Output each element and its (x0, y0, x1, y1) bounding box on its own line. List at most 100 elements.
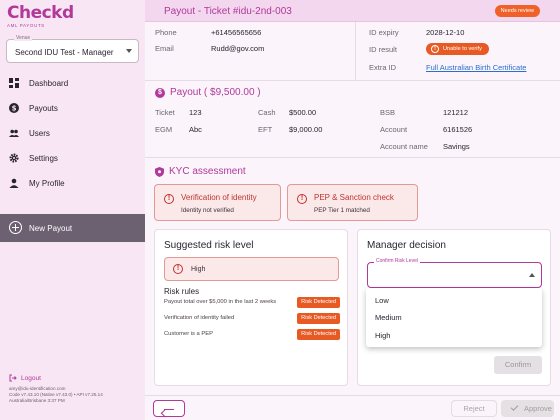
approve-button[interactable]: Approve (501, 400, 554, 417)
account-name-value: Savings (443, 142, 470, 151)
reject-button[interactable]: Reject (451, 400, 497, 417)
risk-rule-row: Customer is a PEP Risk Detected (164, 329, 340, 340)
id-expiry-label: ID expiry (369, 28, 399, 37)
logout-link[interactable]: Logout (9, 374, 41, 382)
users-icon (9, 129, 19, 137)
kyc-card-title: PEP & Sanction check (314, 193, 394, 202)
risk-detected-badge: Risk Detected (297, 313, 340, 324)
ticket-value: 123 (189, 108, 202, 117)
egm-value: Abc (189, 125, 202, 134)
phone-label: Phone (155, 28, 177, 37)
dashboard-icon (9, 78, 19, 88)
risk-detected-badge: Risk Detected (297, 329, 340, 340)
logout-label: Logout (21, 374, 41, 382)
account-label: Account (380, 125, 408, 134)
sidebar-item-payouts[interactable]: $ Payouts (0, 98, 145, 118)
gear-icon (9, 153, 19, 163)
dollar-icon: $ (155, 87, 165, 98)
option-medium[interactable]: Medium (375, 313, 402, 322)
alert-icon: ! (431, 45, 439, 53)
dollar-icon: $ (9, 103, 19, 113)
confirm-risk-level-select[interactable]: Confirm Risk Level (367, 258, 542, 288)
confirm-button[interactable]: Confirm (494, 356, 542, 374)
kyc-card-title: Verification of identity (181, 193, 257, 202)
sidebar-item-users[interactable]: Users (0, 123, 145, 143)
venue-select[interactable]: Venue Second IDU Test - Manager (6, 35, 139, 63)
risk-level-menu: Low Medium High (366, 288, 542, 347)
id-expiry-value: 2028-12-10 (426, 28, 465, 37)
risk-rule-row: Payout total over $5,000 in the last 2 w… (164, 297, 340, 308)
email-label: Email (155, 44, 174, 53)
new-payout-label: New Payout (29, 224, 73, 233)
person-icon (9, 178, 19, 188)
logo-subtitle: AML PAYOUTS (7, 23, 45, 28)
risk-rule-text: Customer is a PEP (164, 331, 213, 337)
alert-icon: ! (297, 194, 307, 204)
caret-down-icon (126, 49, 132, 53)
risk-level-value: High (191, 266, 206, 273)
option-low[interactable]: Low (375, 296, 389, 305)
divider (355, 22, 356, 80)
kyc-card-status: PEP Tier 1 matched (314, 207, 370, 214)
timezone-info: Australia/Brisbane 3:37 PM (9, 398, 65, 403)
new-payout-button[interactable]: New Payout (0, 214, 145, 242)
confirm-risk-level-label: Confirm Risk Level (374, 258, 420, 264)
cash-label: Cash (258, 108, 276, 117)
risk-rules-title: Risk rules (164, 287, 200, 296)
option-high[interactable]: High (375, 331, 391, 340)
kyc-card-identity: ! Verification of identity Identity not … (154, 184, 281, 221)
email-value: Rudd@gov.com (211, 44, 265, 53)
risk-level-box: ! High (164, 257, 339, 281)
caret-up-icon (529, 273, 535, 277)
alert-icon: ! (164, 194, 174, 204)
kyc-title-text: KYC assessment (169, 166, 246, 177)
eft-value: $9,000.00 (289, 125, 323, 134)
risk-rule-row: Verification of identity failed Risk Det… (164, 313, 340, 324)
account-value: 6161526 (443, 125, 473, 134)
status-badge: Needs review (494, 5, 540, 17)
kyc-card-status: Identity not verified (181, 207, 234, 214)
id-result-value: Unable to verify (443, 46, 482, 52)
check-icon (510, 403, 519, 411)
back-button[interactable] (153, 400, 185, 417)
sidebar-item-dashboard[interactable]: Dashboard (0, 73, 145, 93)
bsb-label: BSB (380, 108, 396, 117)
sidebar-item-my-profile[interactable]: My Profile (0, 173, 145, 193)
sidebar: Checkd AML PAYOUTS Venue Second IDU Test… (0, 0, 145, 420)
risk-rule-text: Payout total over $5,000 in the last 2 w… (164, 299, 277, 305)
shield-icon (155, 166, 164, 177)
sidebar-item-label: Settings (29, 153, 58, 163)
extra-id-link[interactable]: Full Australian Birth Certificate (426, 63, 527, 72)
divider (145, 80, 560, 81)
risk-detected-badge: Risk Detected (297, 297, 340, 308)
sidebar-item-label: My Profile (29, 178, 65, 188)
venue-value: Second IDU Test - Manager (15, 48, 114, 57)
arrow-left-icon (164, 409, 174, 411)
kyc-card-pep: ! PEP & Sanction check PEP Tier 1 matche… (287, 184, 418, 221)
approve-label: Approve (524, 404, 552, 413)
page-header: Payout - Ticket #idu-2nd-003 Needs revie… (145, 0, 560, 22)
id-result-badge: ! Unable to verify (426, 43, 489, 55)
payout-section-title: $ Payout ( $9,500.00 ) (155, 87, 261, 98)
sidebar-item-label: Users (29, 128, 50, 138)
user-email: amy@idu-identification.com (9, 386, 66, 391)
action-bar: Reject Approve (145, 395, 560, 420)
page-title: Payout - Ticket #idu-2nd-003 (164, 6, 292, 17)
plus-circle-icon (9, 221, 22, 234)
risk-rule-text: Verification of identity failed (164, 315, 235, 321)
bsb-value: 121212 (443, 108, 469, 117)
sidebar-item-label: Payouts (29, 103, 58, 113)
egm-label: EGM (155, 125, 173, 134)
sidebar-item-settings[interactable]: Settings (0, 148, 145, 168)
divider (145, 157, 560, 158)
venue-label: Venue (14, 35, 33, 41)
kyc-section-title: KYC assessment (155, 166, 246, 177)
logout-icon (9, 374, 17, 382)
suggested-risk-panel: Suggested risk level ! High Risk rules P… (154, 229, 348, 386)
extra-id-label: Extra ID (369, 63, 397, 72)
svg-text:$: $ (12, 105, 17, 113)
ticket-label: Ticket (155, 108, 175, 117)
payout-detail: Phone +61456565656 Email Rudd@gov.com ID… (145, 22, 560, 420)
id-result-label: ID result (369, 45, 397, 54)
manager-decision-title: Manager decision (367, 240, 446, 251)
